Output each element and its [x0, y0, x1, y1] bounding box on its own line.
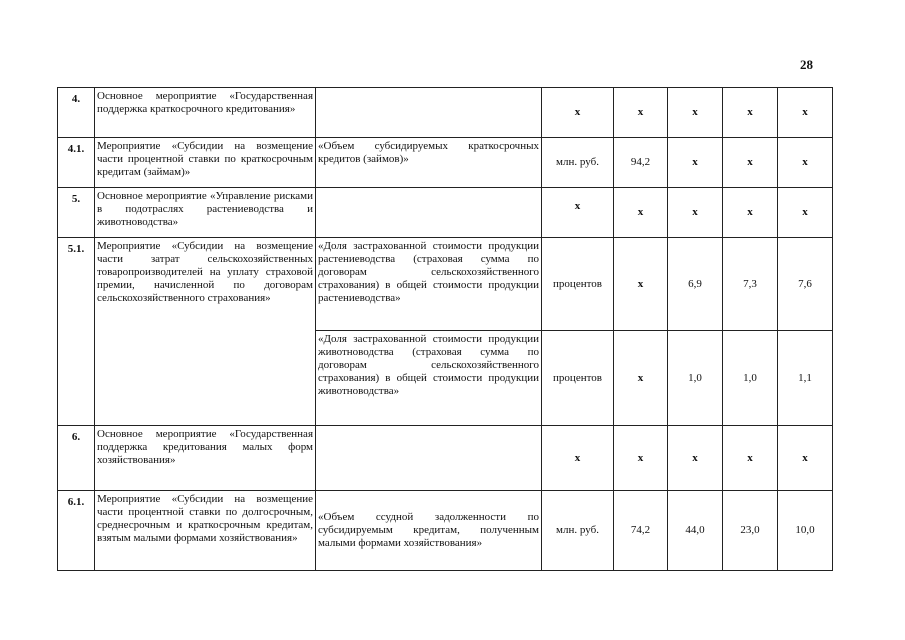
value-cell: х	[667, 137, 723, 188]
value-cell: 7,3	[722, 237, 778, 331]
value-cell: х	[667, 187, 723, 238]
value-cell: 94,2	[613, 137, 668, 188]
value-cell: х	[613, 87, 668, 138]
activity-cell: Мероприятие «Субсидии на возмещение част…	[94, 490, 316, 571]
value-cell: х	[722, 187, 778, 238]
indicator-cell	[315, 425, 542, 491]
value-cell: х	[777, 87, 833, 138]
value-cell: 74,2	[613, 490, 668, 571]
value-cell: х	[722, 137, 778, 188]
value-cell: 1,0	[667, 330, 723, 426]
row-number: 6.1.	[57, 490, 95, 571]
row-number: 5.	[57, 187, 95, 238]
value-cell: 1,0	[722, 330, 778, 426]
row-number: 4.1.	[57, 137, 95, 188]
unit-cell: млн. руб.	[541, 490, 614, 571]
value-cell: х	[613, 187, 668, 238]
value-cell: 10,0	[777, 490, 833, 571]
value-cell: х	[613, 237, 668, 331]
value-cell: 44,0	[667, 490, 723, 571]
activity-cell: Основное мероприятие «Государственная по…	[94, 425, 316, 491]
indicators-table: 4. Основное мероприятие «Государственная…	[57, 87, 833, 571]
row-number: 5.1.	[57, 237, 95, 426]
value-cell: 1,1	[777, 330, 833, 426]
value-cell: х	[722, 425, 778, 491]
row-number: 4.	[57, 87, 95, 138]
activity-cell: Основное мероприятие «Государственная по…	[94, 87, 316, 138]
value-cell: х	[777, 425, 833, 491]
unit-cell: процентов	[541, 237, 614, 331]
table-row: 6. Основное мероприятие «Государственная…	[57, 425, 833, 491]
table-row: 5.1. Мероприятие «Субсидии на возмещение…	[57, 237, 833, 426]
table-row: 4.1. Мероприятие «Субсидии на возмещение…	[57, 137, 833, 188]
value-cell: 6,9	[667, 237, 723, 331]
table-row: 6.1. Мероприятие «Субсидии на возмещение…	[57, 490, 833, 571]
page-number: 28	[800, 57, 813, 72]
value-cell: 7,6	[777, 237, 833, 331]
value-cell: х	[613, 425, 668, 491]
table-row: 4. Основное мероприятие «Государственная…	[57, 87, 833, 138]
value-cell: х	[613, 330, 668, 426]
value-cell: 23,0	[722, 490, 778, 571]
value-cell: х	[777, 187, 833, 238]
value-cell: х	[667, 87, 723, 138]
unit-cell: х	[541, 87, 614, 138]
value-cell: х	[777, 137, 833, 188]
unit-cell: х	[541, 425, 614, 491]
indicator-cell: «Объем ссудной задолженности по субсидир…	[315, 490, 542, 571]
indicator-cell: «Объем субсидируемых краткосрочных креди…	[315, 137, 542, 188]
value-cell: х	[667, 425, 723, 491]
unit-cell: х	[541, 187, 614, 238]
activity-cell: Мероприятие «Субсидии на возмещение част…	[94, 137, 316, 188]
table-row: 5. Основное мероприятие «Управление риск…	[57, 187, 833, 238]
indicator-cell	[315, 87, 542, 138]
unit-cell: млн. руб.	[541, 137, 614, 188]
indicator-cell: «Доля застрахованной стоимости продукции…	[315, 237, 542, 331]
value-cell: х	[722, 87, 778, 138]
activity-cell: Основное мероприятие «Управление рисками…	[94, 187, 316, 238]
indicator-cell	[315, 187, 542, 238]
row-number: 6.	[57, 425, 95, 491]
activity-cell: Мероприятие «Субсидии на возмещение част…	[94, 237, 316, 426]
unit-cell: процентов	[541, 330, 614, 426]
table-row: «Доля застрахованной стоимости продукции…	[58, 330, 833, 426]
indicator-cell: «Доля застрахованной стоимости продукции…	[315, 330, 542, 426]
